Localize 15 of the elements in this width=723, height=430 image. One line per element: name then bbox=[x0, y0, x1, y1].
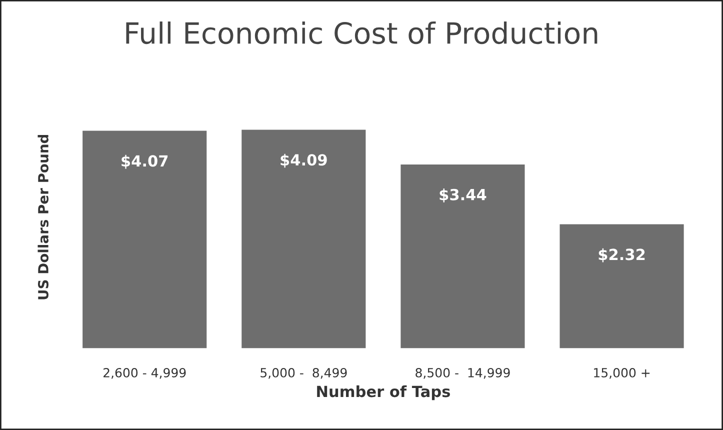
data-label: $4.07 bbox=[122, 154, 168, 169]
data-label: $3.44 bbox=[440, 188, 486, 202]
y-axis-title: US Dollars Per Pound bbox=[38, 134, 48, 300]
x-tick-label: 8,500 - 14,999 bbox=[416, 368, 510, 379]
chart-title: Full Economic Cost of Production bbox=[126, 22, 598, 44]
x-axis-title: Number of Taps bbox=[317, 385, 450, 400]
x-tick-label: 2,600 - 4,999 bbox=[104, 368, 186, 379]
data-label: $2.32 bbox=[598, 248, 645, 262]
x-tick-label: 5,000 - 8,499 bbox=[260, 368, 347, 379]
bar bbox=[560, 224, 684, 348]
bar bbox=[400, 164, 525, 348]
bar bbox=[82, 130, 207, 348]
data-label: $4.09 bbox=[280, 154, 327, 168]
x-tick-label: 15,000 + bbox=[594, 368, 650, 379]
bar bbox=[242, 130, 366, 348]
